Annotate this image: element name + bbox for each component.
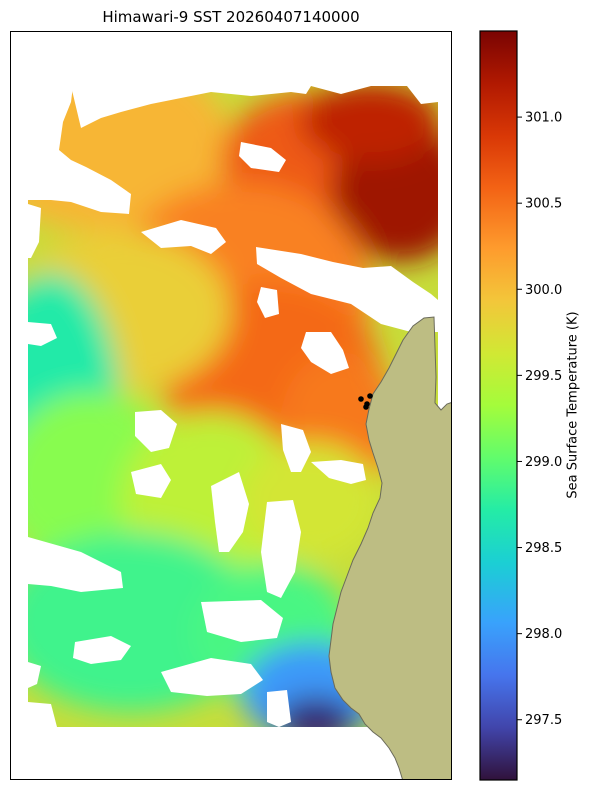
cloud-gap [256, 247, 438, 332]
sst-map [28, 86, 451, 779]
colorbar-tick-label: 298.5 [525, 541, 562, 556]
colorbar-tick-label: 300.5 [525, 197, 562, 212]
cloud-gap [28, 204, 41, 258]
cloud-gap [71, 86, 311, 128]
map-panel [10, 31, 452, 780]
cloud-gap [257, 287, 279, 318]
sst-region [276, 697, 356, 727]
cloud-gap [28, 86, 131, 214]
cloud-gap [281, 424, 311, 472]
cloud-gap [141, 220, 226, 254]
cloud-gap [267, 690, 291, 727]
cloud-gap [311, 86, 371, 94]
colorbar-ticks: 297.5 298.0 298.5 299.0 299.5 300.0 300.5 301.0 [517, 111, 562, 728]
cloud-gap [28, 537, 123, 592]
chart-title: Himawari-9 SST 20260407140000 [102, 8, 360, 26]
colorbar-tick-label: 301.0 [525, 111, 562, 126]
cloud-gap [201, 600, 283, 642]
station-markers [358, 393, 373, 410]
cloud-gap [407, 86, 438, 104]
colorbar-gradient [480, 31, 517, 780]
station-marker [363, 404, 369, 410]
colorbar-tick-label: 299.5 [525, 369, 562, 384]
cloud-gap [161, 658, 263, 696]
cloud-gap [239, 142, 286, 172]
colorbar-tick-label: 299.0 [525, 455, 562, 470]
cloud-gap [131, 464, 171, 498]
colorbar-outline [479, 30, 518, 781]
cloud-gap [28, 322, 57, 346]
cloud-gap [135, 410, 177, 452]
sst-region [301, 86, 438, 162]
cloud-gap [261, 500, 301, 598]
colorbar-tick-label: 298.0 [525, 627, 562, 642]
colorbar-tick-label: 297.5 [525, 713, 562, 728]
colorbar-label: Sea Surface Temperature (K) [565, 311, 581, 499]
station-marker [367, 393, 373, 399]
station-marker [358, 396, 364, 402]
cloud-gap [301, 332, 349, 374]
cloud-gap [28, 662, 41, 688]
cloud-gap [211, 472, 249, 552]
cloud-gap [73, 636, 131, 664]
colorbar-tick-label: 300.0 [525, 283, 562, 298]
cloud-mask [28, 86, 438, 727]
coastline-land [328, 316, 451, 779]
cloud-gap [28, 702, 57, 727]
colorbar: 297.5 298.0 298.5 299.0 299.5 300.0 300.5 301.0 [479, 30, 562, 781]
cloud-gap [311, 460, 366, 484]
